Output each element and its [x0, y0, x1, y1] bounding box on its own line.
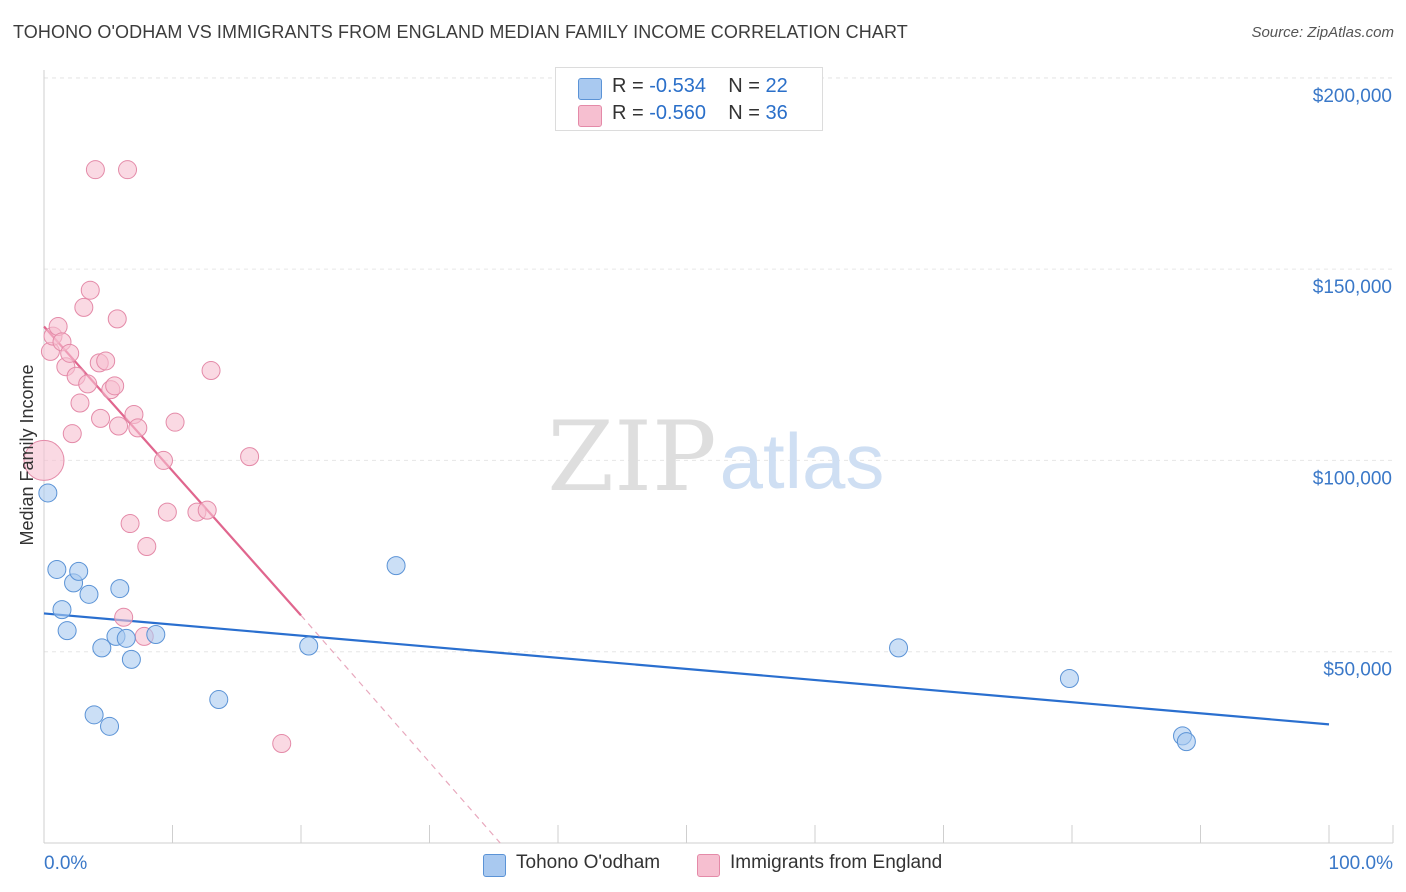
data-point-tohono: [121, 649, 141, 669]
data-point-england: [70, 393, 90, 413]
data-point-england: [23, 439, 65, 481]
data-point-england: [74, 297, 94, 317]
trend-line-tohono: [43, 612, 1330, 726]
data-point-england: [272, 734, 292, 754]
data-point-england: [137, 537, 157, 557]
data-point-tohono: [52, 600, 72, 620]
watermark-zip: ZIP: [547, 401, 716, 513]
legend-stats: R = -0.560 N = 36: [612, 102, 788, 124]
data-point-tohono: [57, 621, 77, 641]
data-point-england: [154, 450, 174, 470]
data-point-england: [165, 412, 185, 432]
y-tick-label: $150,000: [1313, 277, 1392, 298]
legend-label-tohono: Tohono O'odham: [516, 852, 661, 873]
y-tick-label: $200,000: [1313, 86, 1392, 107]
legend-swatch-blue: [483, 854, 506, 877]
y-tick-label: $100,000: [1313, 468, 1392, 489]
gridlines: [44, 77, 1393, 653]
data-point-england: [105, 376, 125, 396]
legend-swatch-blue: [578, 78, 602, 100]
data-point-tohono: [1059, 668, 1079, 688]
axes: [43, 70, 1394, 844]
legend-label-england: Immigrants from England: [730, 852, 943, 873]
data-point-tohono: [84, 705, 104, 725]
data-point-england: [60, 343, 80, 363]
data-point-england: [85, 160, 105, 180]
data-point-england: [78, 374, 98, 394]
data-point-tohono: [79, 584, 99, 604]
data-point-england: [120, 514, 140, 534]
data-point-tohono: [92, 638, 112, 658]
data-point-england: [91, 408, 111, 428]
data-point-england: [114, 607, 134, 627]
data-point-tohono: [386, 556, 406, 576]
data-point-tohono: [146, 625, 166, 645]
data-point-tohono: [100, 716, 120, 736]
source-label: Source: ZipAtlas.com: [1251, 24, 1394, 41]
y-axis-label: Median Family Income: [17, 364, 37, 545]
data-point-england: [201, 361, 221, 381]
data-point-tohono: [110, 579, 130, 599]
correlation-legend: R = -0.534 N = 22 R = -0.560 N = 36: [555, 67, 823, 131]
x-tick-label: 100.0%: [1329, 853, 1394, 874]
legend-stats: R = -0.534 N = 22: [612, 75, 788, 97]
data-point-tohono: [299, 636, 319, 656]
data-point-england: [128, 418, 148, 438]
legend-swatch-pink: [578, 105, 602, 127]
data-point-england: [96, 351, 116, 371]
data-point-tohono: [38, 483, 58, 503]
data-point-england: [62, 424, 82, 444]
data-points: [23, 160, 1196, 754]
data-point-tohono: [116, 628, 136, 648]
data-point-england: [197, 500, 217, 520]
chart-title: TOHONO O'ODHAM VS IMMIGRANTS FROM ENGLAN…: [13, 22, 908, 42]
data-point-england: [107, 309, 127, 329]
x-tick-label: 0.0%: [44, 853, 87, 874]
data-point-tohono: [1176, 732, 1196, 752]
data-point-england: [109, 416, 129, 436]
zipatlas-watermark: ZIP atlas: [547, 401, 884, 513]
data-point-tohono: [209, 690, 229, 710]
legend-swatch-pink: [697, 854, 720, 877]
data-point-tohono: [47, 559, 67, 579]
data-point-england: [80, 280, 100, 300]
data-point-tohono: [69, 561, 89, 581]
watermark-atlas: atlas: [720, 417, 885, 505]
data-point-england: [157, 502, 177, 522]
data-point-england: [240, 447, 260, 467]
data-point-tohono: [889, 638, 909, 658]
y-tick-label: $50,000: [1323, 660, 1392, 681]
data-point-england: [118, 160, 138, 180]
tick-labels: $50,000 $100,000 $150,000 $200,000 0.0% 100.0…: [44, 86, 1393, 874]
